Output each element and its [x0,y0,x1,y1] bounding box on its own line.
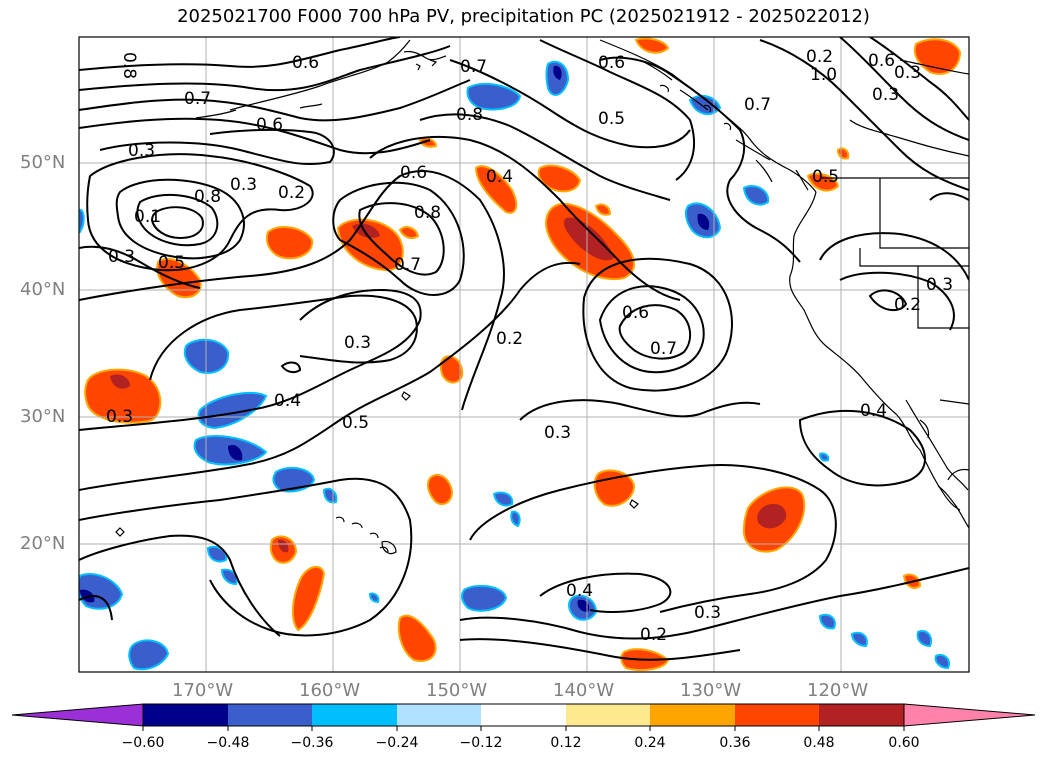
colorbar-bin [481,704,566,726]
colorbar-tick-label: 0.60 [888,735,920,751]
colorbar-tick-label: 0.12 [550,735,582,751]
contour-label: 0.6 [292,53,319,73]
contour-label: 1.0 [810,65,837,85]
precipitation-shading [79,37,962,671]
contour-label: 0.6 [598,53,625,73]
contour-label: 0.1 [134,207,161,227]
contour-label: 0.8 [119,52,139,79]
contour-label: 0.2 [640,625,667,645]
lon-label: 130°W [680,680,742,701]
colorbar-tick-label: −0.48 [206,735,250,751]
contour-label: 0.5 [158,253,185,273]
contour-label: 0.8 [456,105,483,125]
colorbar-bin [819,704,904,726]
colorbar-tick-label: 0.24 [634,735,666,751]
contour-label: 0.8 [414,203,441,223]
contour-label: 0.4 [860,401,887,421]
contour-label: 0.4 [486,167,513,187]
contour-label: 0.3 [230,175,257,195]
lat-label: 30°N [20,406,66,427]
contour-label: 0.2 [278,183,305,203]
pv-contours [79,37,969,661]
colorbar-frame [142,703,905,727]
figure-title: 2025021700 F000 700 hPa PV, precipitatio… [177,6,870,27]
colorbar-bin [397,704,481,726]
contour-label: 0.2 [806,47,833,67]
colorbar-bin [143,704,228,726]
lon-label: 170°W [172,680,234,701]
contour-label: 0.3 [128,141,155,161]
contour-label: 0.7 [650,339,677,359]
contour-labels: 0.8 0.6 0.7 0.6 0.3 0.3 0.2 0.1 0.8 0.6 … [106,47,953,645]
contour-label: 0.7 [184,89,211,109]
lat-label: 20°N [20,533,66,554]
lon-label: 120°W [807,680,869,701]
colorbar-extend-left [11,703,144,727]
coastlines [115,39,969,555]
colorbar-bin [650,704,735,726]
contour-label: 0.3 [344,333,371,353]
colorbar-bin [228,704,312,726]
plot-frame [78,36,970,673]
colorbar-bin [312,704,397,726]
contour-label: 0.5 [342,413,369,433]
lat-label: 50°N [20,152,66,173]
contour-label: 0.6 [622,303,649,323]
colorbar-tick-label: −0.12 [459,735,503,751]
contour-label: 0.6 [868,51,895,71]
contour-label: 0.5 [812,167,839,187]
contour-label: 0.7 [460,57,487,77]
contour-label: 0.7 [744,95,771,115]
contour-label: 0.3 [694,603,721,623]
colorbar-tick-label: 0.48 [803,735,835,751]
contour-label: 0.3 [544,423,571,443]
contour-label: 0.2 [894,295,921,315]
contour-label: 0.2 [496,329,523,349]
contour-label: 0.3 [926,275,953,295]
colorbar-tick-label: 0.36 [719,735,751,751]
contour-label: 0.5 [598,109,625,129]
colorbar-extend-right [903,703,1036,727]
lat-label: 40°N [20,279,66,300]
contour-label: 0.4 [274,391,301,411]
lon-label: 160°W [299,680,361,701]
colorbar-tick-label: −0.24 [375,735,419,751]
contour-label: 0.3 [872,85,899,105]
contour-label: 0.3 [106,407,133,427]
colorbar [11,703,1036,731]
colorbar-tick-label: −0.60 [121,735,165,751]
contour-label: 0.7 [394,255,421,275]
contour-label: 0.4 [566,581,593,601]
colorbar-tick-label: −0.36 [290,735,334,751]
contour-label: 0.3 [108,247,135,267]
contour-label: 0.6 [400,163,427,183]
lon-label: 140°W [553,680,615,701]
contour-label: 0.3 [894,63,921,83]
colorbar-bin [566,704,650,726]
lon-label: 150°W [426,680,488,701]
contour-label: 0.8 [194,187,221,207]
contour-label: 0.6 [256,115,283,135]
colorbar-bin [735,704,819,726]
